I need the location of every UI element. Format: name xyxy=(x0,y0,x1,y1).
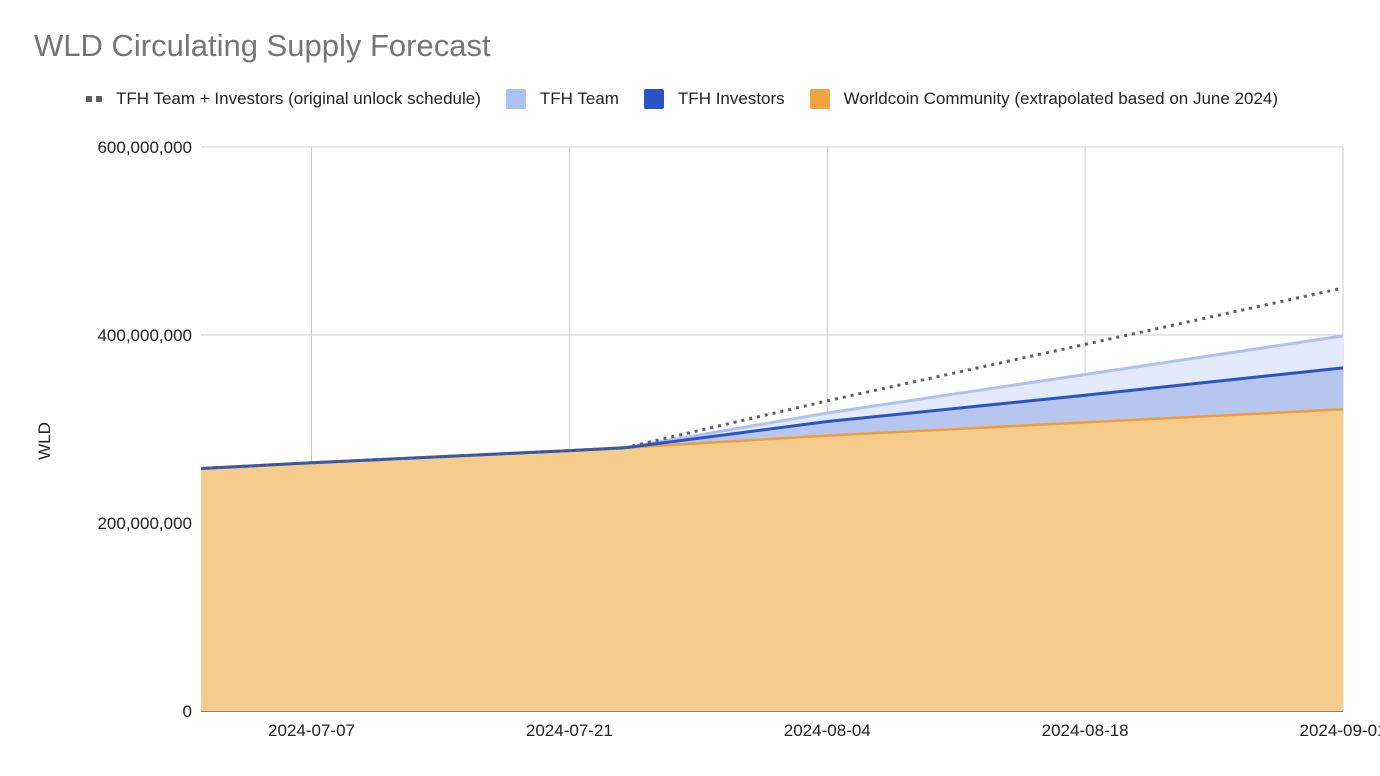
y-tick-label-2: 400,000,000 xyxy=(97,326,192,345)
legend-dotted-line-icon xyxy=(86,96,102,102)
legend-swatch-worldcoin-community xyxy=(809,89,830,109)
legend-swatch-tfh-team xyxy=(505,89,526,109)
legend-label-tfh-team: TFH Team xyxy=(539,89,619,108)
line-series xyxy=(200,286,1344,470)
legend-label-worldcoin-community: Worldcoin Community (extrapolated based … xyxy=(843,89,1279,108)
legend-item-original-schedule[interactable]: TFH Team + Investors (original unlock sc… xyxy=(86,89,481,109)
area-worldcoin-community xyxy=(201,409,1343,711)
x-tick-label-3: 2024-08-18 xyxy=(1042,721,1129,740)
y-tick-label-0: 0 xyxy=(183,702,192,721)
legend-item-worldcoin-community[interactable]: Worldcoin Community (extrapolated based … xyxy=(809,89,1279,109)
x-tick-label-4: 2024-09-01 xyxy=(1300,721,1380,740)
legend-item-tfh-team[interactable]: TFH Team xyxy=(505,89,619,109)
x-tick-label-2: 2024-08-04 xyxy=(784,721,871,740)
legend-label-original-schedule: TFH Team + Investors (original unlock sc… xyxy=(116,89,481,108)
legend-swatch-tfh-investors xyxy=(643,89,664,109)
y-axis: 0 200,000,000 400,000,000 600,000,000 xyxy=(97,138,192,721)
y-tick-label-3: 600,000,000 xyxy=(97,138,192,157)
legend-item-tfh-investors[interactable]: TFH Investors xyxy=(643,89,785,109)
chart-title: WLD Circulating Supply Forecast xyxy=(34,28,491,63)
x-axis: 2024-07-07 2024-07-21 2024-08-04 2024-08-18… xyxy=(268,721,1380,740)
area-series xyxy=(201,335,1343,711)
legend-label-tfh-investors: TFH Investors xyxy=(677,89,785,108)
area-tfh-investors xyxy=(201,367,1343,469)
chart-legend: TFH Team + Investors (original unlock sc… xyxy=(86,89,1278,109)
line-original-unlock-schedule xyxy=(200,286,1344,470)
y-tick-label-1: 200,000,000 xyxy=(97,514,192,533)
x-tick-label-1: 2024-07-21 xyxy=(526,721,613,740)
y-axis-label: WLD xyxy=(35,422,54,460)
x-tick-label-0: 2024-07-07 xyxy=(268,721,355,740)
